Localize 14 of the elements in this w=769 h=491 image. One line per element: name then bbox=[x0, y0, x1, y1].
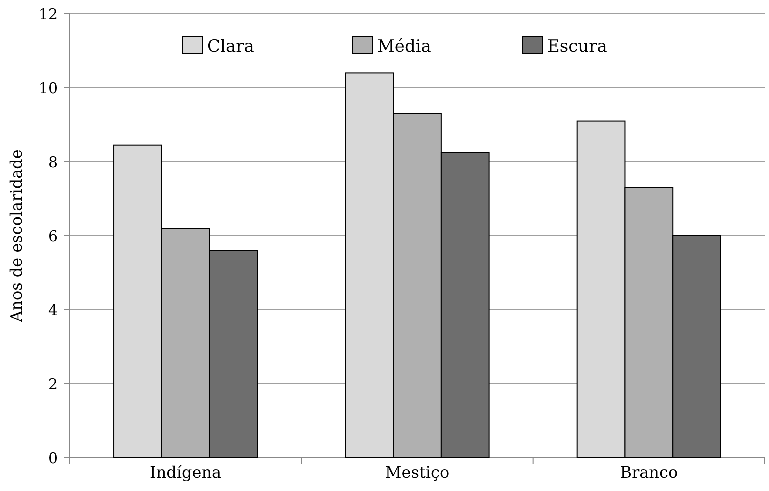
y-tick-label: 12 bbox=[38, 5, 58, 24]
x-tick-label: Indígena bbox=[150, 463, 222, 482]
y-tick-label: 2 bbox=[48, 375, 58, 394]
x-tick-label: Mestiço bbox=[385, 463, 450, 482]
y-tick-label: 0 bbox=[48, 449, 58, 468]
legend-label: Clara bbox=[208, 36, 254, 57]
y-tick-label: 8 bbox=[48, 153, 58, 172]
y-axis-title: Anos de escolaridade bbox=[7, 150, 26, 324]
legend-label: Média bbox=[378, 36, 432, 57]
x-tick-label: Branco bbox=[620, 463, 678, 482]
y-tick-label: 10 bbox=[38, 79, 58, 98]
y-tick-label: 4 bbox=[48, 301, 58, 320]
legend-label: Escura bbox=[548, 36, 608, 57]
y-tick-label: 6 bbox=[48, 227, 58, 246]
